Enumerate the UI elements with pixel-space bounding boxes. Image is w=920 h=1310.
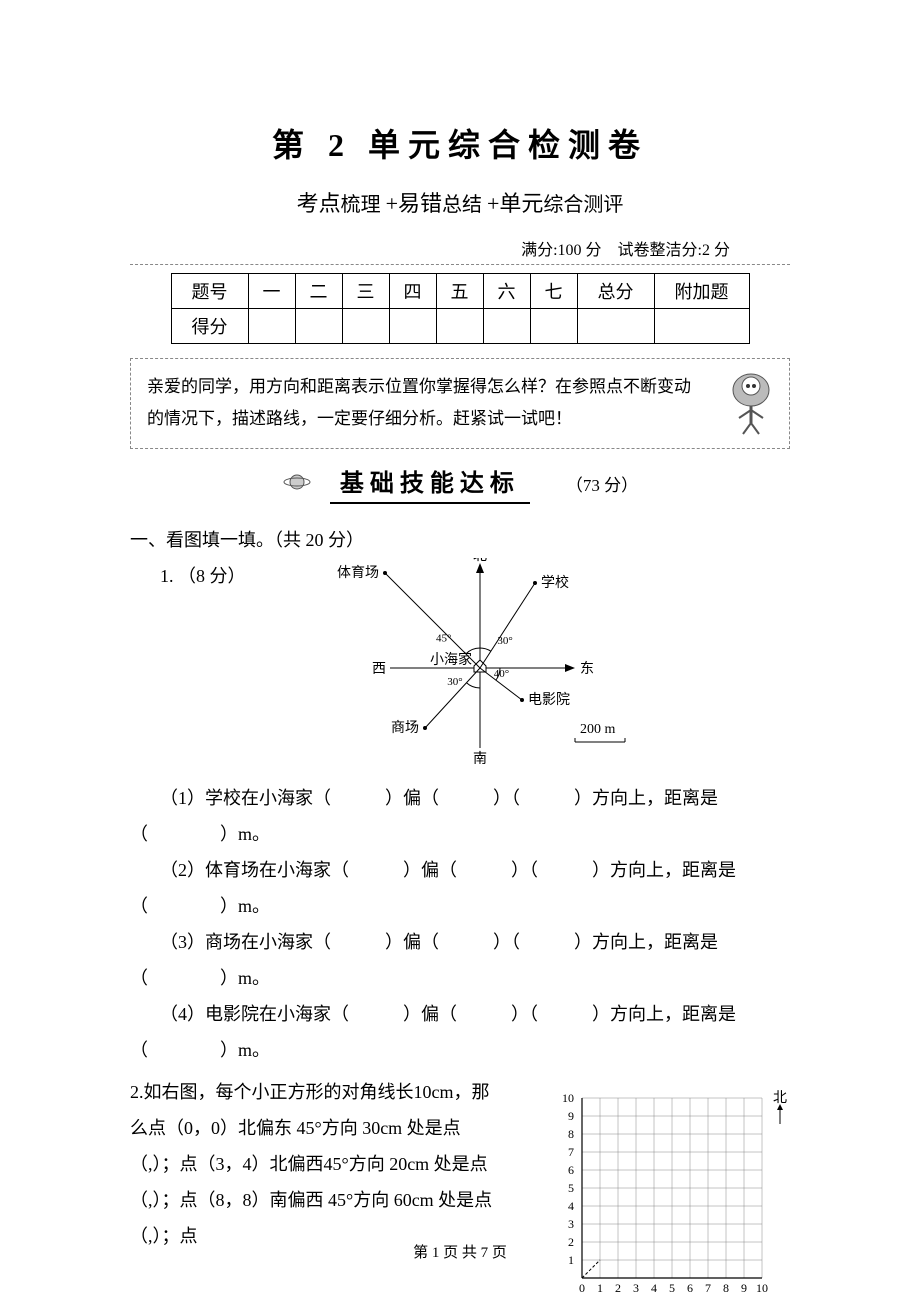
table-cell [436,309,483,344]
svg-text:5: 5 [669,1281,675,1295]
svg-text:45°: 45° [436,632,451,644]
subtitle: 考点梳理 +易错总结 +单元综合测评 [130,186,790,218]
section-heading: 基础技能达标 （73 分） [130,463,790,504]
planet-icon [282,471,312,500]
subtitle-part: 综合测评 [543,194,623,216]
direction-diagram: 北南东西小海家学校30°体育场45°电影院40°商场30°200 m [320,558,660,768]
subtitle-part: +易错 [386,191,442,216]
svg-text:商场: 商场 [391,720,419,736]
svg-text:0: 0 [579,1281,585,1295]
svg-text:30°: 30° [497,635,512,647]
table-cell [248,309,295,344]
question-item: （1）学校在小海家（ ）偏（ ）（ ）方向上，距离是（ ）m。 [130,780,790,852]
content: 一、看图填一填。（共 20 分） 1. （8 分） 北南东西小海家学校30°体育… [130,522,790,1310]
question-item: （3）商场在小海家（ ）偏（ ）（ ）方向上，距离是（ ）m。 [130,924,790,996]
question-item: （2）体育场在小海家（ ）偏（ ）（ ）方向上，距离是（ ）m。 [130,852,790,924]
question-item: （4）电影院在小海家（ ）偏（ ）（ ）方向上，距离是（ ）m。 [130,996,790,1068]
svg-text:7: 7 [568,1145,574,1159]
svg-text:西: 西 [372,662,386,677]
grid-chart: 01234567891012345678910北 [550,1078,790,1310]
table-cell [342,309,389,344]
section-title: 基础技能达标 [330,463,530,504]
svg-text:9: 9 [568,1109,574,1123]
q2-text: 2.如右图，每个小正方形的对角线长10cm，那么点（0，0）北偏东 45°方向 … [130,1074,500,1254]
subtitle-part: 梳理 [341,194,381,216]
svg-text:9: 9 [741,1281,747,1295]
table-header: 总分 [577,274,654,309]
svg-text:6: 6 [687,1281,693,1295]
svg-text:10: 10 [756,1281,768,1295]
svg-text:7: 7 [705,1281,711,1295]
table-row-label: 得分 [171,309,248,344]
svg-text:10: 10 [562,1091,574,1105]
table-header: 一 [248,274,295,309]
svg-text:3: 3 [633,1281,639,1295]
svg-text:体育场: 体育场 [337,565,379,581]
subtitle-part: +单元 [487,191,543,216]
table-cell [577,309,654,344]
score-info: 满分:100 分 试卷整洁分:2 分 [130,236,790,260]
q1-header: 一、看图填一填。（共 20 分） [130,522,790,558]
tip-text: 亲爱的同学，用方向和距离表示位置你掌握得怎么样？在参照点不断变动的情况下，描述路… [147,377,691,428]
svg-text:南: 南 [473,751,487,767]
svg-text:30°: 30° [447,675,462,687]
page-footer: 第 1 页 共 7 页 [0,1241,920,1262]
subtitle-part: 考点 [297,191,341,216]
mascot-icon [721,368,781,438]
svg-text:2: 2 [615,1281,621,1295]
svg-text:5: 5 [568,1181,574,1195]
section-points: （73 分） [566,476,638,495]
table-cell [389,309,436,344]
svg-text:6: 6 [568,1163,574,1177]
score-table: 题号一二三四五六七总分附加题 得分 [171,273,750,344]
table-header: 七 [530,274,577,309]
table-cell [530,309,577,344]
divider [130,264,790,265]
svg-text:3: 3 [568,1217,574,1231]
table-header: 附加题 [654,274,749,309]
q1-sub: 1. （8 分） [160,558,246,594]
table-header: 五 [436,274,483,309]
svg-text:北: 北 [473,558,487,564]
table-header: 题号 [171,274,248,309]
svg-text:北: 北 [773,1090,787,1106]
table-header: 四 [389,274,436,309]
svg-text:4: 4 [651,1281,657,1295]
svg-text:1: 1 [597,1281,603,1295]
svg-text:8: 8 [723,1281,729,1295]
svg-text:电影院: 电影院 [528,692,570,708]
svg-text:东: 东 [580,661,594,677]
page-title: 第 2 单元综合检测卷 [130,120,790,166]
subtitle-part: 总结 [442,194,482,216]
table-header: 六 [483,274,530,309]
table-header: 三 [342,274,389,309]
svg-text:4: 4 [568,1199,574,1213]
tip-box: 亲爱的同学，用方向和距离表示位置你掌握得怎么样？在参照点不断变动的情况下，描述路… [130,358,790,449]
table-cell [295,309,342,344]
svg-text:200 m: 200 m [580,722,616,737]
svg-text:学校: 学校 [541,574,569,591]
table-cell [654,309,749,344]
svg-text:8: 8 [568,1127,574,1141]
table-header: 二 [295,274,342,309]
table-cell [483,309,530,344]
svg-text:40°: 40° [494,668,509,680]
